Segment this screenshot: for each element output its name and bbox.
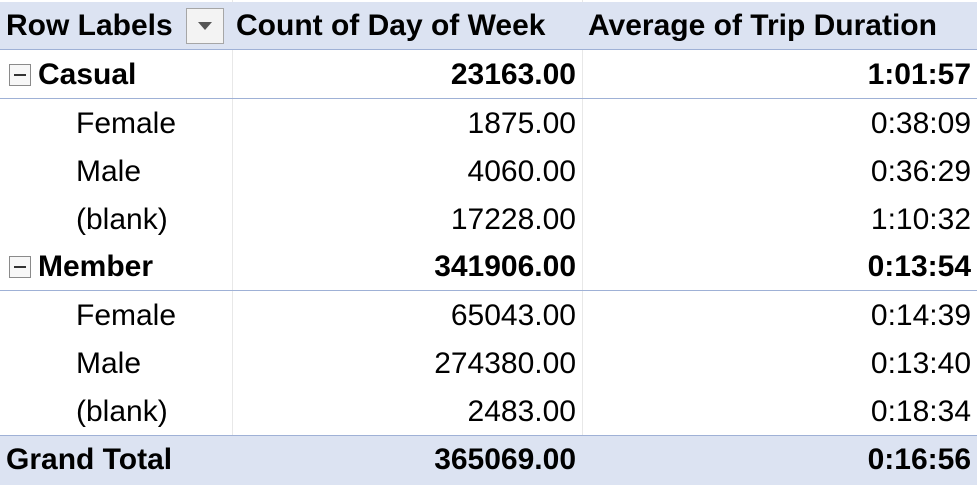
child-row[interactable]: Male 4060.00 0:36:29 (0, 148, 977, 196)
child-avg-cell[interactable]: 0:14:39 (582, 292, 977, 340)
column-divider (232, 0, 233, 485)
child-avg-cell[interactable]: 0:18:34 (582, 388, 977, 436)
group-label: Casual (38, 58, 137, 91)
group-label-cell: Member (0, 243, 232, 291)
child-count-cell[interactable]: 65043.00 (232, 292, 582, 340)
child-avg-cell[interactable]: 0:13:40 (582, 340, 977, 388)
child-count-cell[interactable]: 4060.00 (232, 148, 582, 196)
child-label-cell: Male (0, 340, 232, 388)
child-avg-value: 0:13:40 (870, 347, 971, 380)
group-label: Member (38, 250, 154, 283)
child-row[interactable]: (blank) 2483.00 0:18:34 (0, 388, 977, 436)
avg-column-header-text: Average of Trip Duration (588, 9, 937, 42)
child-avg-value: 0:38:09 (870, 107, 971, 140)
child-label: (blank) (76, 203, 168, 236)
child-avg-value: 1:10:32 (870, 203, 971, 236)
child-label: (blank) (76, 395, 168, 428)
collapse-minus-icon[interactable] (9, 64, 31, 86)
group-row-casual[interactable]: Casual 23163.00 1:01:57 (0, 51, 977, 99)
column-divider (582, 0, 583, 485)
group-count-value: 341906.00 (434, 250, 576, 283)
grand-total-count-value: 365069.00 (434, 443, 576, 476)
grand-total-avg-cell[interactable]: 0:16:56 (582, 436, 977, 484)
child-label: Female (76, 299, 177, 332)
child-label-cell: (blank) (0, 196, 232, 244)
child-count-cell[interactable]: 2483.00 (232, 388, 582, 436)
grand-total-label-cell: Grand Total (0, 436, 232, 484)
collapse-minus-icon[interactable] (9, 256, 31, 278)
filter-dropdown-icon (198, 22, 212, 30)
grand-total-avg-value: 0:16:56 (867, 443, 971, 476)
row-labels-header: Row Labels (0, 2, 232, 50)
child-label: Male (76, 155, 142, 188)
group-count-cell[interactable]: 341906.00 (232, 243, 582, 291)
child-row[interactable]: Male 274380.00 0:13:40 (0, 340, 977, 388)
child-count-value: 274380.00 (434, 347, 576, 380)
child-count-value: 2483.00 (467, 395, 576, 428)
child-count-cell[interactable]: 1875.00 (232, 100, 582, 148)
count-column-header[interactable]: Count of Day of Week (232, 2, 582, 50)
child-count-value: 65043.00 (450, 299, 576, 332)
child-count-value: 17228.00 (450, 203, 576, 236)
group-count-value: 23163.00 (450, 58, 576, 91)
group-label-cell: Casual (0, 51, 232, 99)
child-avg-value: 0:36:29 (870, 155, 971, 188)
count-column-header-text: Count of Day of Week (236, 9, 546, 42)
grand-total-label: Grand Total (6, 443, 173, 476)
child-avg-value: 0:18:34 (870, 395, 971, 428)
row-labels-header-text: Row Labels (6, 9, 173, 42)
group-avg-value: 0:13:54 (867, 250, 971, 283)
child-count-value: 4060.00 (467, 155, 576, 188)
child-label-cell: Female (0, 100, 232, 148)
avg-column-header[interactable]: Average of Trip Duration (582, 2, 977, 50)
group-avg-cell[interactable]: 1:01:57 (582, 51, 977, 99)
group-avg-value: 1:01:57 (867, 58, 971, 91)
child-count-cell[interactable]: 274380.00 (232, 340, 582, 388)
child-count-value: 1875.00 (467, 107, 576, 140)
child-avg-cell[interactable]: 0:36:29 (582, 148, 977, 196)
child-avg-value: 0:14:39 (870, 299, 971, 332)
child-avg-cell[interactable]: 1:10:32 (582, 196, 977, 244)
child-label-cell: Female (0, 292, 232, 340)
child-label-cell: (blank) (0, 388, 232, 436)
grand-total-count-cell[interactable]: 365069.00 (232, 436, 582, 484)
child-avg-cell[interactable]: 0:38:09 (582, 100, 977, 148)
child-row[interactable]: (blank) 17228.00 1:10:32 (0, 196, 977, 244)
child-label: Female (76, 107, 177, 140)
child-label: Male (76, 347, 142, 380)
group-count-cell[interactable]: 23163.00 (232, 51, 582, 99)
child-row[interactable]: Female 1875.00 0:38:09 (0, 100, 977, 148)
group-avg-cell[interactable]: 0:13:54 (582, 243, 977, 291)
child-count-cell[interactable]: 17228.00 (232, 196, 582, 244)
group-row-member[interactable]: Member 341906.00 0:13:54 (0, 243, 977, 291)
child-label-cell: Male (0, 148, 232, 196)
pivot-header-row: Row Labels Count of Day of Week Average … (0, 2, 977, 50)
grand-total-row[interactable]: Grand Total 365069.00 0:16:56 (0, 435, 977, 485)
row-labels-filter-button[interactable] (186, 8, 224, 44)
child-row[interactable]: Female 65043.00 0:14:39 (0, 292, 977, 340)
